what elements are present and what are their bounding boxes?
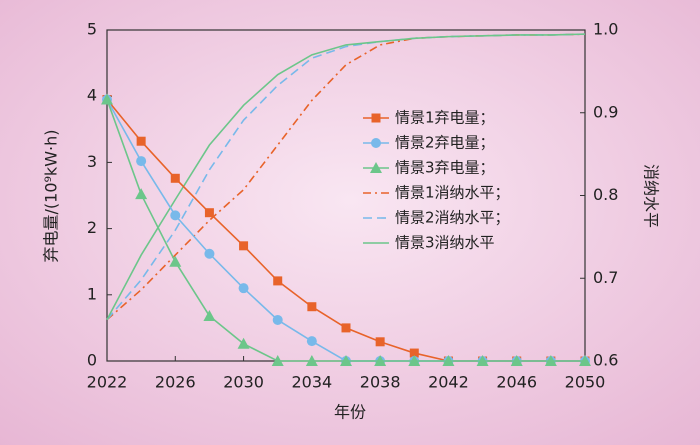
legend-label: 情景1消纳水平； xyxy=(395,184,510,202)
marker xyxy=(204,208,214,218)
y-tick-label: 3 xyxy=(87,152,97,171)
marker xyxy=(579,355,591,366)
legend-label: 情景1弃电量； xyxy=(395,109,495,127)
marker xyxy=(239,241,249,251)
x-tick-label: 2034 xyxy=(291,373,332,392)
y-tick-label: 0 xyxy=(87,351,97,370)
legend-marker xyxy=(371,113,381,123)
y-axis-label: 弃电量/(10⁹kW·h) xyxy=(42,130,61,263)
y-tick-label: 2 xyxy=(87,218,97,237)
marker xyxy=(204,248,215,259)
marker xyxy=(237,337,250,349)
marker xyxy=(170,173,180,183)
marker xyxy=(341,323,351,333)
marker xyxy=(306,336,317,347)
marker xyxy=(170,210,181,221)
marker xyxy=(136,136,146,146)
marker xyxy=(375,337,385,347)
x-axis-label: 年份 xyxy=(334,403,366,422)
x-tick-label: 2046 xyxy=(496,373,537,392)
marker xyxy=(169,255,182,267)
marker xyxy=(271,355,284,366)
marker xyxy=(544,355,557,366)
marker xyxy=(307,302,317,312)
marker xyxy=(272,314,283,325)
x-tick-label: 2026 xyxy=(155,373,196,392)
y2-tick-label: 1.0 xyxy=(593,20,618,39)
marker xyxy=(476,355,489,366)
y-tick-label: 4 xyxy=(87,86,97,105)
marker xyxy=(408,355,421,366)
marker xyxy=(510,355,523,366)
y2-tick-label: 0.6 xyxy=(593,351,618,370)
marker xyxy=(305,355,318,366)
y-tick-label: 5 xyxy=(87,20,97,39)
series-line xyxy=(106,33,586,321)
legend-label: 情景3弃电量； xyxy=(395,159,495,177)
marker xyxy=(238,283,249,294)
y-tick-label: 1 xyxy=(87,284,97,303)
marker xyxy=(101,93,113,105)
legend-marker xyxy=(371,138,381,148)
x-tick-label: 2038 xyxy=(360,373,401,392)
x-tick-label: 2050 xyxy=(565,373,606,392)
legend-marker xyxy=(370,162,382,173)
y2-tick-label: 0.8 xyxy=(593,185,618,204)
marker xyxy=(203,309,216,321)
series-line xyxy=(106,33,586,321)
legend-label: 情景2消纳水平； xyxy=(395,209,510,227)
y2-tick-label: 0.7 xyxy=(593,268,618,287)
x-tick-label: 2022 xyxy=(87,373,128,392)
marker xyxy=(374,355,387,366)
marker xyxy=(409,348,419,358)
x-tick-label: 2042 xyxy=(428,373,469,392)
marker xyxy=(136,156,147,167)
marker xyxy=(273,276,283,286)
legend: 情景1弃电量； 情景2弃电量； 情景3弃电量； 情景1消纳水平； 情景2消纳水平； 情景3… xyxy=(363,109,510,252)
series-line xyxy=(106,33,586,320)
legend-label: 情景3消纳水平 xyxy=(395,234,495,252)
marker xyxy=(135,188,148,200)
marker xyxy=(340,355,352,366)
marker xyxy=(442,355,455,366)
x-tick-label: 2030 xyxy=(223,373,264,392)
y2-axis-label: 消纳水平 xyxy=(642,164,661,228)
legend-label: 情景2弃电量； xyxy=(395,134,495,152)
y2-tick-label: 0.9 xyxy=(593,102,618,121)
